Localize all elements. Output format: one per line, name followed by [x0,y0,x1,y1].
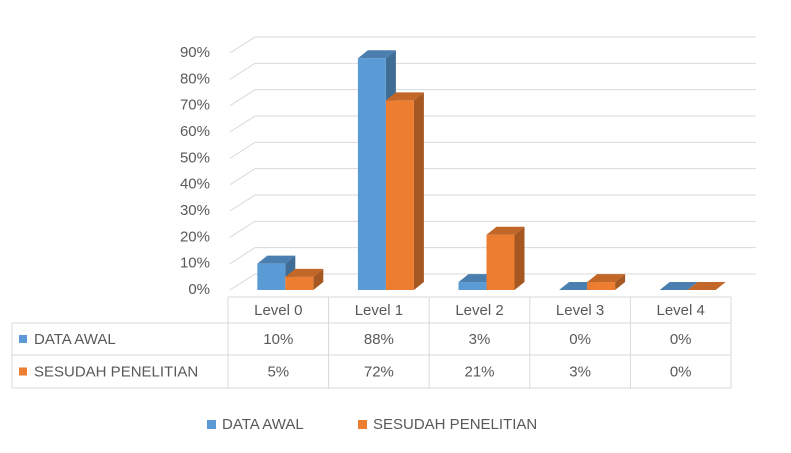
grid-line [229,115,756,133]
bar-top [587,274,626,283]
bar [687,282,726,290]
table-header: Level 4 [657,302,705,319]
legend-key [207,420,216,429]
table-cell: 21% [464,363,494,380]
y-tick-label: 70% [180,97,210,114]
bar-side [313,268,324,290]
bar [486,226,525,290]
grid-line [229,36,756,54]
bar [587,274,626,290]
bar-side [514,226,525,290]
table-row-label: DATA AWAL [34,331,116,348]
bar-top [385,92,424,101]
grid-line [229,141,756,159]
y-tick-label: 30% [180,202,210,219]
grid-line [229,168,756,186]
table-cell: 3% [469,331,491,348]
bar-top [257,255,296,264]
table-legend-key [19,335,27,343]
bar-top [486,226,525,235]
y-tick-label: 0% [188,281,210,298]
table-header: Level 0 [254,302,302,319]
table-cell: 3% [569,363,591,380]
bar [285,268,324,290]
y-tick-label: 80% [180,70,210,87]
bar-top [687,282,726,290]
grid-line [229,247,756,265]
bar-front [458,282,487,290]
grid-line [229,273,756,291]
bar-top [285,268,324,277]
bar-side [615,274,626,290]
bar-front [385,100,414,291]
bar-top [357,50,396,59]
table-cell: 72% [364,363,394,380]
grid-line [229,89,756,107]
y-tick-label: 10% [180,255,210,272]
bar-top [659,282,698,290]
bar [385,92,424,291]
table-legend-key [19,367,27,376]
table-header: Level 3 [556,302,604,319]
grid-line [229,194,756,212]
bar-side [413,92,424,291]
table-cell: 0% [670,363,692,380]
y-tick-label: 90% [180,44,210,61]
bar [659,282,698,290]
table-cell: 0% [670,331,692,348]
grid-line [229,62,756,80]
bar-front [587,282,616,290]
grid-line [229,220,756,238]
table-header: Level 2 [455,302,503,319]
y-tick-label: 50% [180,149,210,166]
y-tick-label: 60% [180,123,210,140]
table-cell: 0% [569,331,591,348]
bar-front [257,263,286,290]
bar-front [285,276,314,290]
y-tick-label: 20% [180,228,210,245]
table-cell: 5% [267,363,289,380]
table-cell: 88% [364,331,394,348]
bar-front [357,58,386,291]
legend-label: DATA AWAL [222,416,304,433]
bar-front [486,234,515,290]
table-header: Level 1 [355,302,403,319]
legend-label: SESUDAH PENELITIAN [373,416,537,433]
table-cell: 10% [263,331,293,348]
table-row-label: SESUDAH PENELITIAN [34,363,198,380]
legend-key [358,420,367,429]
y-tick-label: 40% [180,176,210,193]
